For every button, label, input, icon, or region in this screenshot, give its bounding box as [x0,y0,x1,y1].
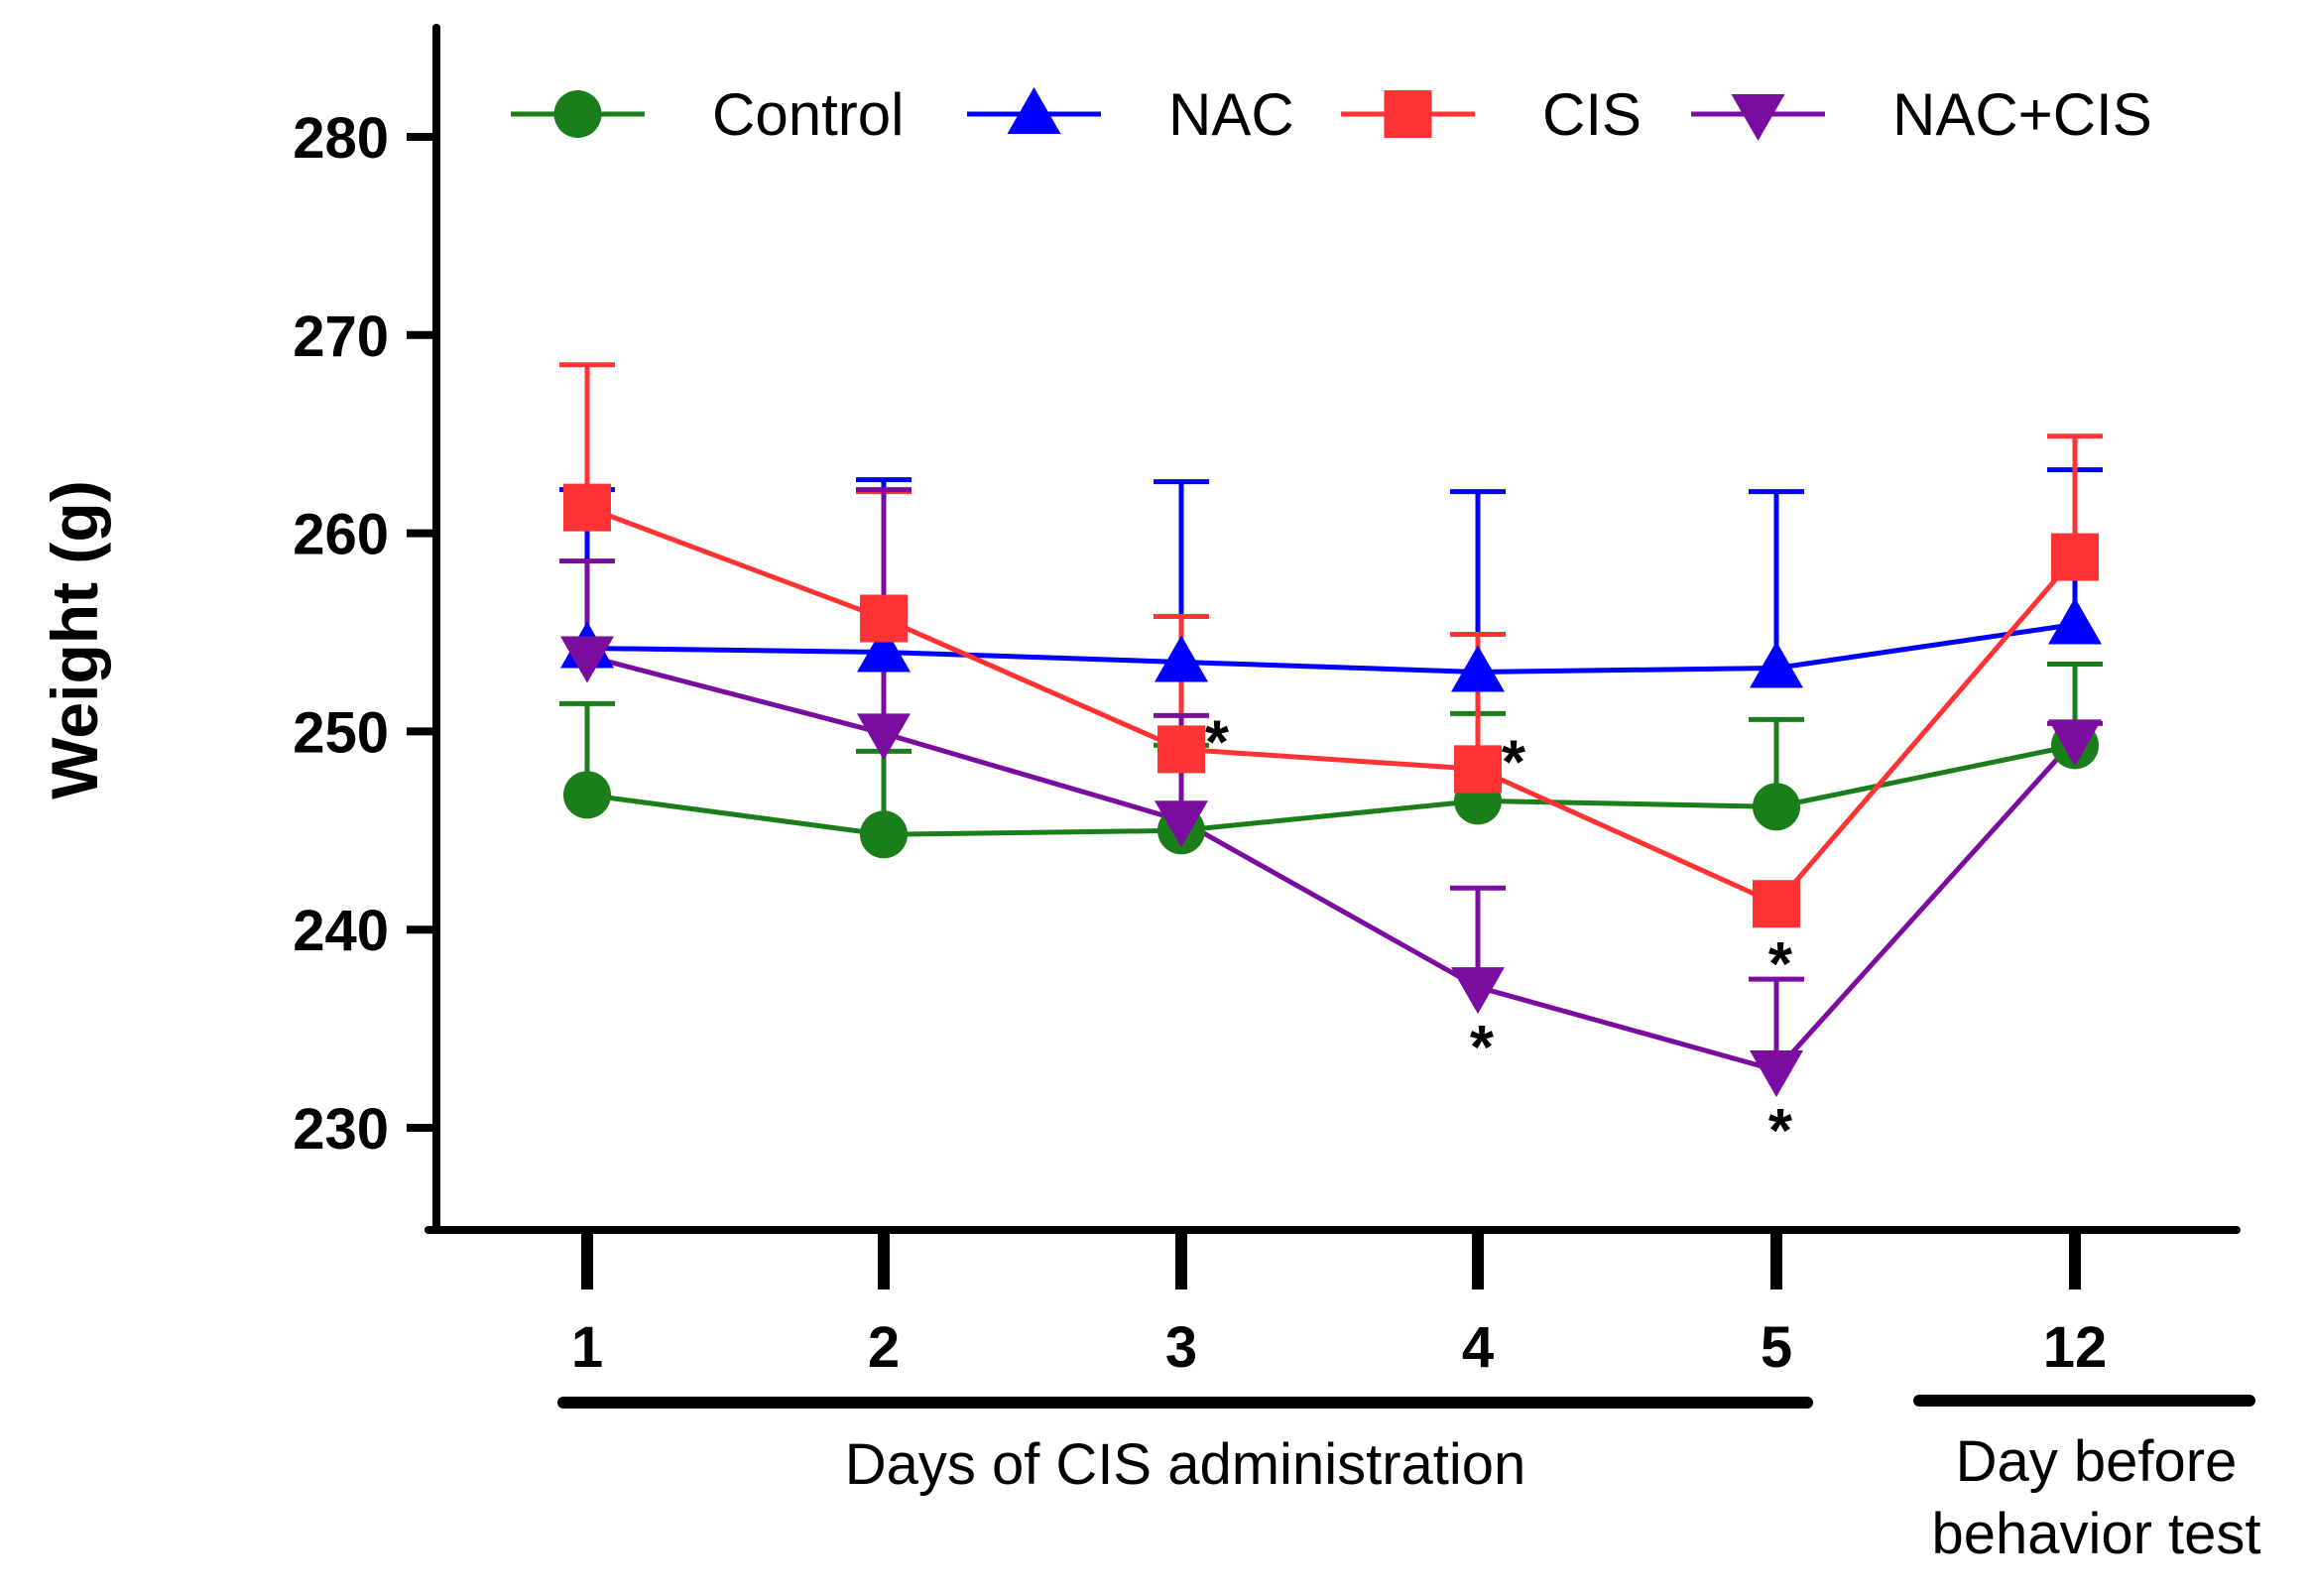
data-point [1753,783,1800,831]
legend-marker [1384,90,1432,138]
series-line-cis [586,505,2077,908]
data-point [560,636,614,683]
legend-marker [1731,94,1785,141]
data-point [857,713,911,761]
legend-label: CIS [1542,81,1642,148]
data-point [1451,967,1505,1015]
significance-marker: * [1768,930,1793,999]
data-point [563,483,611,532]
y-tick-label: 230 [293,1097,389,1162]
data-point [860,810,908,859]
data-point [1750,1050,1803,1098]
y-tick-label: 260 [293,503,389,567]
data-point [2051,533,2099,581]
y-tick-label: 270 [293,305,389,369]
data-point [1750,641,1803,688]
legend-marker [553,90,602,138]
significance-marker: * [1470,1014,1495,1082]
legend-label: Control [712,81,904,148]
x-tick-label: 4 [1462,1315,1494,1380]
x-group-label: Day before [1956,1429,2238,1494]
significance-marker: * [1768,1097,1793,1166]
x-tick-label: 3 [1165,1315,1197,1380]
legend-label: NAC+CIS [1892,81,2152,148]
data-point [857,625,911,673]
legend-label: NAC [1168,81,1294,148]
data-point [1155,635,1208,682]
y-tick-label: 280 [293,106,389,171]
significance-marker: * [1502,728,1526,797]
data-point [860,594,908,643]
x-tick-label: 12 [2043,1315,2108,1380]
y-axis-title: Weight (g) [38,480,111,798]
x-tick-label: 2 [868,1315,900,1380]
data-point [1157,725,1205,774]
data-point [563,771,611,819]
data-point [2048,597,2102,645]
x-group-label: behavior test [1931,1502,2260,1566]
data-point [1753,880,1800,928]
legend-marker [1007,87,1061,134]
x-group-label: Days of CIS administration [845,1432,1526,1497]
data-point [1454,745,1502,794]
y-tick-label: 240 [293,899,389,963]
x-tick-label: 1 [571,1315,603,1380]
series-line-control [586,742,2076,837]
y-tick-label: 250 [293,700,389,765]
data-point [1451,645,1505,692]
data-point [1155,800,1208,848]
series-line-nac-cis [586,654,2077,1073]
series-line-nac [586,622,2076,675]
x-tick-label: 5 [1761,1315,1792,1380]
significance-marker: * [1205,708,1230,777]
data-point [2048,719,2102,767]
